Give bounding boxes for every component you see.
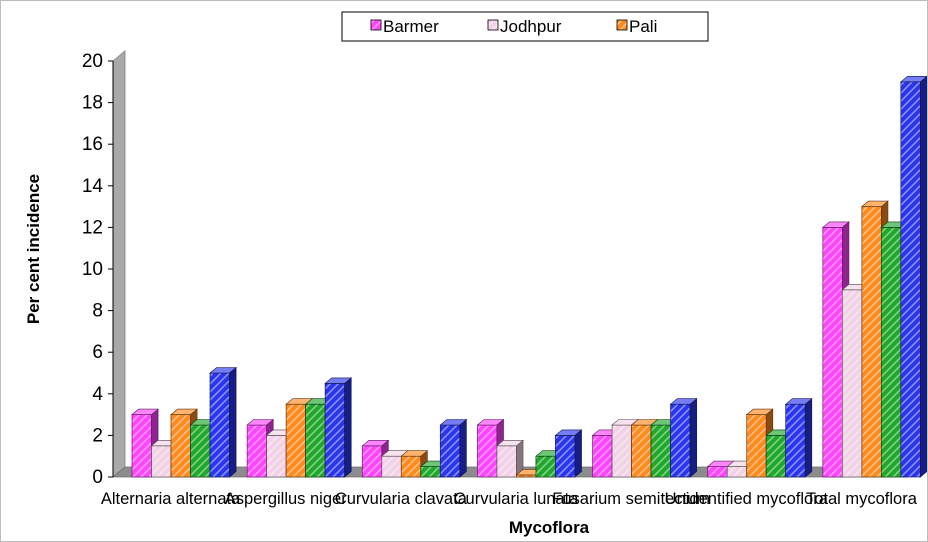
y-tick-label: 4 (92, 384, 103, 405)
legend-label: Barmer (383, 17, 439, 36)
legend-label: Pali (629, 17, 657, 36)
bar (784, 398, 813, 478)
x-category-label: Total mycoflora (806, 490, 918, 508)
bar (209, 366, 237, 478)
y-axis-ticks: 0 2 4 6 8 10 12 14 16 18 20 (82, 51, 113, 488)
bar (669, 398, 698, 478)
y-tick-label: 0 (92, 467, 103, 488)
bar (496, 439, 524, 478)
y-tick-label: 8 (92, 301, 103, 322)
x-category-label: Alternaria alternata (101, 490, 241, 508)
legend-swatch (370, 19, 382, 31)
legend-swatch (616, 19, 628, 31)
x-category-label: Curvularia lunata (454, 490, 580, 508)
y-tick-label: 16 (82, 134, 103, 155)
bars (131, 75, 927, 478)
y-axis-title: Per cent incidence (24, 174, 43, 324)
y-tick-label: 12 (82, 217, 103, 238)
y-tick-label: 2 (92, 425, 103, 446)
x-category-label: Curvularia clavata (335, 490, 468, 508)
bar (400, 450, 429, 478)
x-category-label: Aspergillus niger (225, 490, 347, 508)
x-axis-title: Mycoflora (509, 518, 590, 537)
legend-label: Jodhpur (500, 17, 562, 36)
legend-swatch (487, 19, 499, 31)
x-category-label: Unidentified mycoflora (665, 490, 829, 508)
y-tick-label: 18 (82, 93, 103, 114)
legend: Barmer Jodhpur Pali (341, 11, 709, 42)
y-tick-label: 6 (92, 342, 103, 363)
bar (439, 418, 468, 478)
x-category-label: Fusarium semitectum (552, 490, 710, 508)
bar (554, 429, 583, 478)
y-tick-label: 20 (82, 51, 103, 72)
y-tick-label: 14 (82, 176, 104, 197)
bar (324, 377, 353, 478)
legend-box (341, 11, 709, 42)
bar (900, 75, 927, 478)
y-tick-label: 10 (82, 259, 103, 280)
side-wall (112, 50, 126, 478)
